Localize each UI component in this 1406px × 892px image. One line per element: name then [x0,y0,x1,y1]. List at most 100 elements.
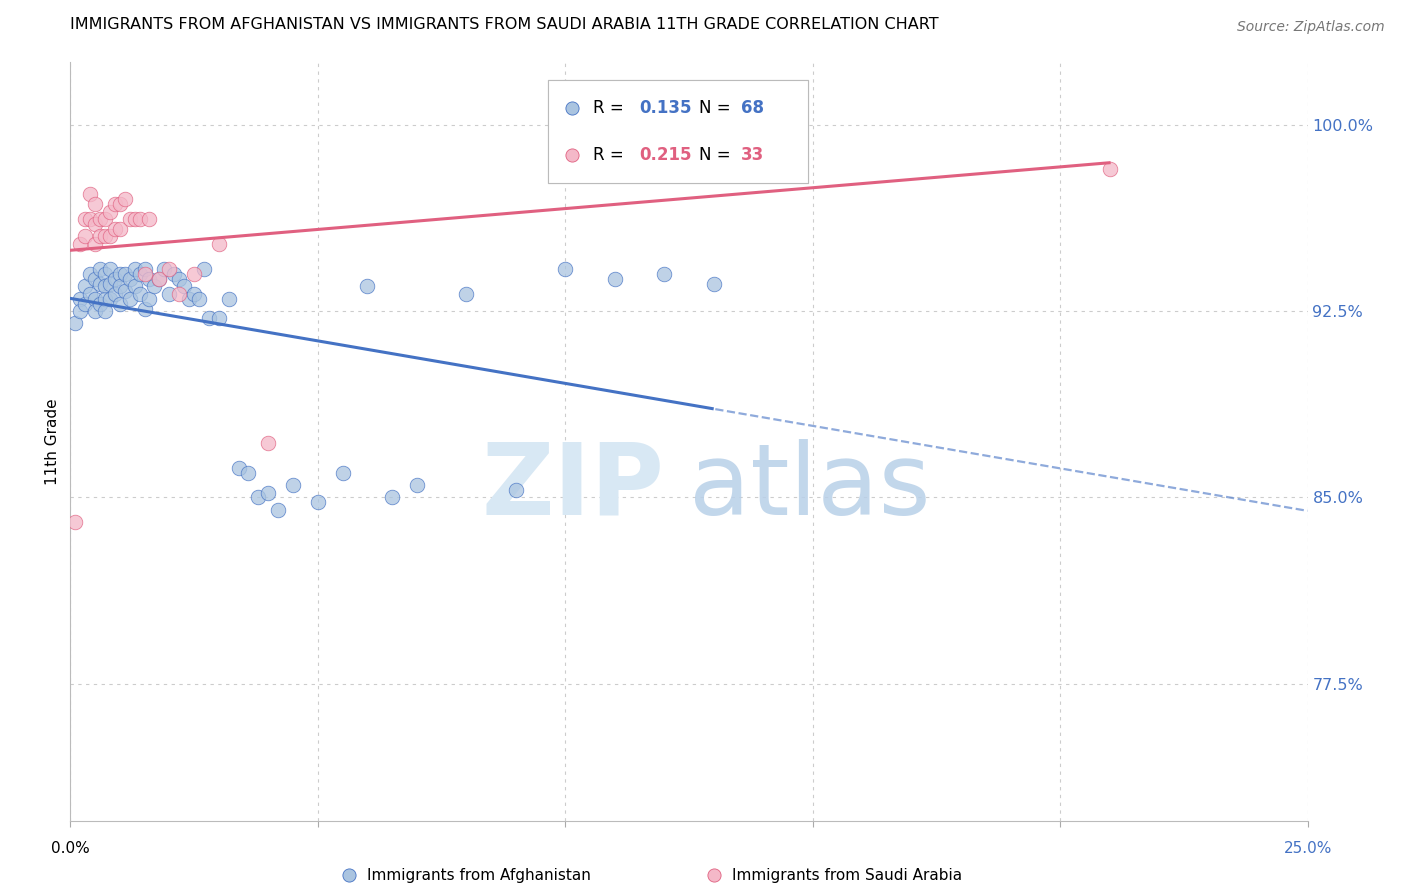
Point [94,304,117,318]
Point [114,267,136,281]
Point [84,236,107,251]
Point [183,267,205,281]
Text: IMMIGRANTS FROM AFGHANISTAN VS IMMIGRANTS FROM SAUDI ARABIA 11TH GRADE CORRELATI: IMMIGRANTS FROM AFGHANISTAN VS IMMIGRANT… [70,17,939,32]
Point [381,491,404,505]
Point [143,279,166,293]
Point [198,311,221,326]
Point [652,118,675,132]
Point [257,485,280,500]
Point [84,217,107,231]
Point [89,277,111,291]
Point [79,187,101,202]
Point [238,466,260,480]
Point [79,212,101,227]
Text: Immigrants from Afghanistan: Immigrants from Afghanistan [367,868,591,883]
Point [69,304,91,318]
Point [118,271,141,285]
Text: 33: 33 [741,146,763,164]
Point [75,279,97,293]
Point [108,197,131,211]
Point [153,261,176,276]
Point [281,478,304,492]
Point [134,261,156,276]
Text: N =: N = [699,146,737,164]
Point [69,292,91,306]
Point [65,516,87,530]
Point [124,212,146,227]
Point [94,292,117,306]
Point [98,204,121,219]
Point [157,261,180,276]
Point [128,286,150,301]
Point [94,267,117,281]
Text: N =: N = [699,99,737,117]
Point [148,271,170,285]
Point [138,212,160,227]
Point [134,301,156,316]
Point [257,435,280,450]
Point [89,261,111,276]
Point [208,311,231,326]
Point [114,192,136,206]
Text: Immigrants from Saudi Arabia: Immigrants from Saudi Arabia [733,868,962,883]
Text: Source: ZipAtlas.com: Source: ZipAtlas.com [1237,20,1385,34]
Point [167,286,190,301]
Point [148,271,170,285]
Point [104,222,127,236]
Point [307,495,329,509]
Point [138,271,160,285]
Text: atlas: atlas [689,439,931,535]
Point [228,460,250,475]
Point [89,212,111,227]
Point [603,271,626,285]
Point [84,197,107,211]
Point [118,292,141,306]
FancyBboxPatch shape [548,80,808,183]
Text: ZIP: ZIP [481,439,664,535]
Point [134,267,156,281]
Point [157,286,180,301]
Point [356,279,378,293]
Point [84,292,107,306]
Point [79,267,101,281]
Point [98,261,121,276]
Point [163,267,186,281]
Text: 0.215: 0.215 [640,146,692,164]
Point [208,236,231,251]
Point [218,292,240,306]
Point [118,212,141,227]
Point [1098,162,1121,177]
Point [267,503,290,517]
Point [128,267,150,281]
Point [108,267,131,281]
Text: 25.0%: 25.0% [1284,840,1331,855]
Point [89,296,111,310]
Point [98,292,121,306]
Text: R =: R = [592,146,628,164]
Point [114,284,136,298]
Point [183,286,205,301]
Text: 0.0%: 0.0% [51,840,90,855]
Point [98,229,121,244]
Point [332,466,354,480]
Point [84,304,107,318]
Point [79,286,101,301]
Point [108,279,131,293]
Point [104,286,127,301]
Point [94,279,117,293]
Point [75,296,97,310]
Point [69,236,91,251]
Point [75,229,97,244]
Point [84,271,107,285]
Point [167,271,190,285]
Point [138,292,160,306]
Point [94,229,117,244]
Point [124,261,146,276]
Point [173,279,195,293]
Point [505,483,527,497]
Point [247,491,270,505]
Point [104,271,127,285]
Point [405,478,427,492]
Point [561,148,583,162]
Point [124,279,146,293]
